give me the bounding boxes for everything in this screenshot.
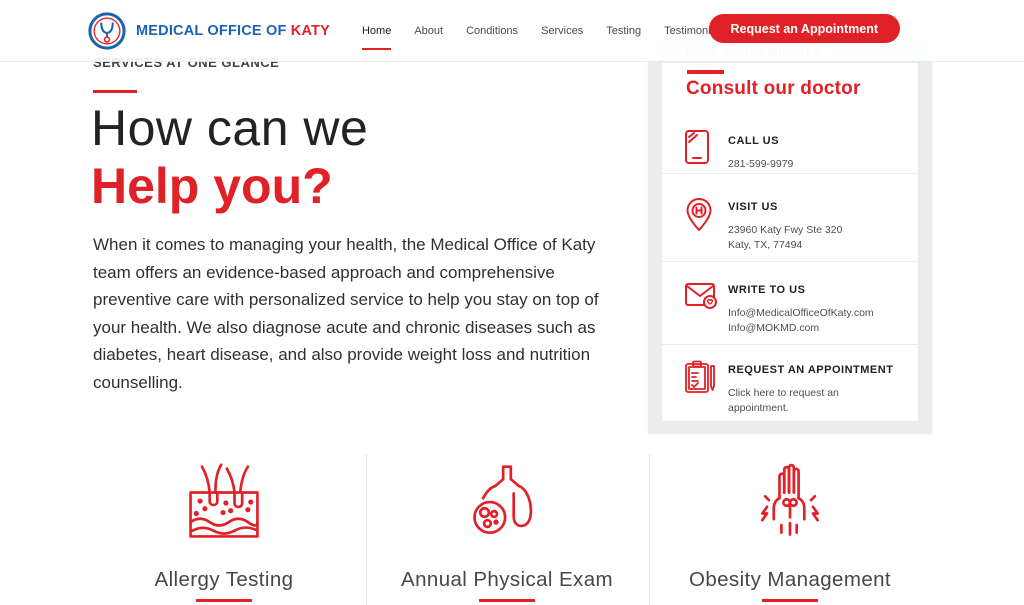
- eyebrow-accent-dash: [93, 90, 137, 93]
- email-secondary[interactable]: Info@MOKMD.com: [728, 322, 820, 334]
- logo-badge-icon: [88, 11, 126, 50]
- phone-number[interactable]: 281-599-9979: [728, 158, 794, 170]
- email-primary[interactable]: Info@MedicalOfficeOfKaty.com: [728, 307, 874, 319]
- divider: [662, 344, 918, 345]
- nav-item-conditions[interactable]: Conditions: [466, 24, 519, 37]
- brand-name: MEDICAL OFFICE OF KATY: [136, 23, 330, 39]
- allergy-skin-icon[interactable]: [94, 460, 354, 546]
- contact-label: CALL US: [728, 135, 779, 147]
- paragraph-line: team offers an evidence-based approach a…: [93, 262, 555, 282]
- contact-label: VISIT US: [728, 201, 778, 213]
- contact-request-appointment: REQUEST AN APPOINTMENT Click here to req…: [684, 360, 902, 416]
- service-label[interactable]: Allergy Testing: [154, 568, 294, 591]
- contact-write-to-us: WRITE TO US Info@MedicalOfficeOfKaty.com…: [684, 281, 902, 336]
- nav-item-services[interactable]: Services: [541, 24, 584, 37]
- map-pin-icon: [684, 197, 716, 238]
- paragraph-line: diabetes, heart disease, and also provid…: [93, 345, 591, 364]
- address-line: Katy, TX, 77494: [728, 239, 803, 251]
- hero-title-line1: How can we: [91, 100, 369, 156]
- nav-item-testing[interactable]: Testing: [606, 24, 642, 37]
- hero-title-line2: Help you?: [91, 158, 333, 214]
- column-divider: [649, 454, 650, 605]
- divider: [662, 173, 918, 174]
- divider: [662, 261, 918, 262]
- paragraph-line: When it comes to managing your health, t…: [93, 235, 596, 254]
- service-label[interactable]: Obesity Management: [688, 568, 892, 591]
- consult-card-title: Consult our doctor: [686, 78, 861, 99]
- service-annual-physical-exam: Annual Physical Exam: [377, 460, 637, 602]
- paragraph-line: preventive care with personalized servic…: [93, 290, 599, 309]
- consult-card: Consult our doctor CALL US 281-599-9979: [662, 63, 918, 421]
- contact-call-us: CALL US 281-599-9979: [684, 130, 902, 172]
- consult-panel: BOOK WITHIN MINUTES Consult our doctor C…: [648, 40, 932, 434]
- lungs-icon[interactable]: [377, 460, 637, 546]
- brand-name-primary: MEDICAL OFFICE OF: [136, 22, 287, 39]
- brand-name-accent: KATY: [290, 22, 330, 39]
- nav-item-home[interactable]: Home: [361, 24, 392, 50]
- contact-visit-us: VISIT US 23960 Katy Fwy Ste 320 Katy, TX…: [684, 198, 902, 253]
- logo[interactable]: MEDICAL OFFICE OF KATY: [88, 11, 330, 50]
- phone-icon: [684, 129, 716, 170]
- contact-label: WRITE TO US: [728, 284, 806, 296]
- nav-item-about[interactable]: About: [414, 24, 444, 37]
- hand-pain-icon[interactable]: [660, 460, 920, 546]
- column-divider: [366, 454, 367, 605]
- card-accent-dash: [687, 70, 724, 74]
- paragraph-line: counselling.: [93, 372, 183, 392]
- service-underline: [762, 599, 818, 602]
- service-underline: [196, 599, 252, 602]
- service-label[interactable]: Annual Physical Exam: [401, 568, 613, 591]
- appointment-link[interactable]: Click here to request an appointment.: [728, 387, 839, 414]
- envelope-icon: [684, 281, 717, 316]
- request-appointment-button[interactable]: Request an Appointment: [708, 14, 900, 43]
- hero-paragraph: When it comes to managing your health, t…: [93, 231, 633, 396]
- service-obesity-management: Obesity Management: [660, 460, 920, 602]
- paragraph-line: your health. We also diagnose acute and …: [93, 317, 596, 337]
- service-allergy-testing: Allergy Testing: [94, 460, 354, 602]
- address-line: 23960 Katy Fwy Ste 320: [728, 224, 843, 236]
- contact-label: REQUEST AN APPOINTMENT: [728, 364, 894, 376]
- service-underline: [479, 599, 535, 602]
- site-header: MEDICAL OFFICE OF KATY Home About Condit…: [0, 0, 1024, 62]
- clipboard-icon: [684, 360, 716, 399]
